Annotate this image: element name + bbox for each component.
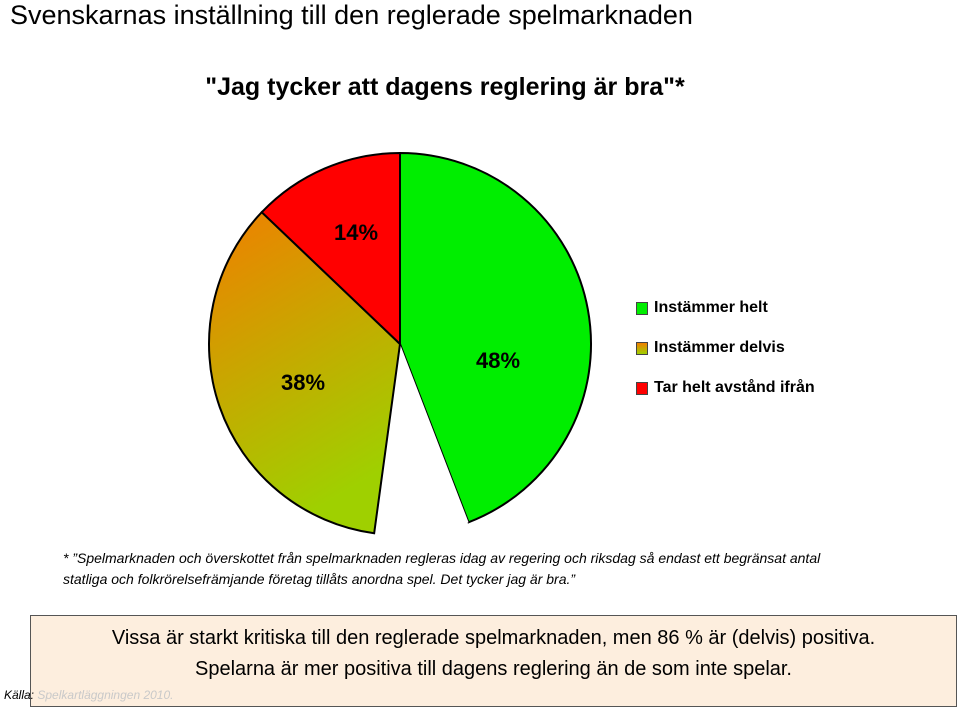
legend-item-tar-helt-avstand: Tar helt avstånd ifrån bbox=[636, 368, 815, 408]
chart-title: "Jag tycker att dagens reglering är bra"… bbox=[205, 73, 685, 101]
pie-slice-label: 14% bbox=[334, 220, 378, 245]
source-note: Källa: Spelkartläggningen 2010. bbox=[4, 688, 173, 702]
pie-slice-label: 48% bbox=[476, 348, 520, 373]
pie-slice-48 bbox=[399, 151, 592, 524]
footnote-line-1: * ”Spelmarknaden och överskottet från sp… bbox=[63, 550, 821, 566]
summary-line-2: Spelarna är mer positiva till dagens reg… bbox=[195, 658, 792, 680]
pie-slice-labels: 48% 38% 14% bbox=[281, 220, 520, 395]
footnote: * ”Spelmarknaden och överskottet från sp… bbox=[63, 548, 933, 590]
legend: Instämmer helt Instämmer delvis Tar helt… bbox=[636, 288, 815, 408]
summary-line-1: Vissa är starkt kritiska till den regler… bbox=[111, 627, 876, 649]
page-title: Svenskarnas inställning till den reglera… bbox=[10, 0, 693, 30]
footnote-line-2: statliga och folkrörelsefrämjande företa… bbox=[63, 571, 576, 587]
legend-label: Instämmer helt bbox=[654, 299, 768, 316]
legend-swatch-tar-helt-avstand bbox=[636, 381, 648, 395]
pie-slice-38 bbox=[208, 210, 402, 535]
pie-slice-14 bbox=[260, 151, 401, 347]
legend-swatch-instammer-delvis bbox=[636, 341, 648, 355]
legend-item-instammer-helt: Instämmer helt bbox=[636, 288, 815, 328]
pie-slice-gap bbox=[374, 344, 469, 535]
source-value: Spelkartläggningen 2010. bbox=[37, 688, 174, 702]
summary-box: Vissa är starkt kritiska till den regler… bbox=[30, 615, 957, 707]
legend-item-instammer-delvis: Instämmer delvis bbox=[636, 328, 815, 368]
source-label: Källa: bbox=[4, 688, 35, 702]
legend-swatch-instammer-helt bbox=[636, 301, 648, 315]
pie-slices bbox=[208, 151, 592, 535]
legend-label: Instämmer delvis bbox=[654, 339, 785, 356]
pie-slice-label: 38% bbox=[281, 370, 325, 395]
legend-label: Tar helt avstånd ifrån bbox=[654, 379, 815, 396]
